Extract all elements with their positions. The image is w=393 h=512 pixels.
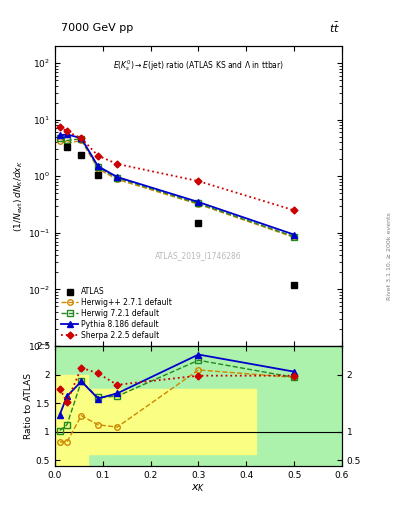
Herwig++ 2.7.1 default (57, 138, 62, 144)
Herwig 7.2.1 default (57, 135, 62, 141)
ATLAS (96, 172, 101, 178)
X-axis label: $x_K$: $x_K$ (191, 482, 206, 495)
Herwig++ 2.7.1 default (196, 201, 201, 207)
Sherpa 2.2.5 default (196, 178, 201, 184)
Line: Pythia 8.186 default: Pythia 8.186 default (57, 131, 297, 238)
Herwig 7.2.1 default (196, 200, 201, 206)
Sherpa 2.2.5 default (292, 207, 296, 214)
Text: 7000 GeV pp: 7000 GeV pp (61, 23, 133, 33)
Sherpa 2.2.5 default (79, 135, 84, 141)
ATLAS (79, 152, 84, 158)
Sherpa 2.2.5 default (57, 124, 62, 130)
Herwig 7.2.1 default (64, 137, 69, 143)
Pythia 8.186 default (57, 132, 62, 138)
Pythia 8.186 default (115, 174, 119, 180)
Bar (88, 389, 160, 455)
Text: $E(K^0_s) \rightarrow E(\mathrm{jet})$ ratio (ATLAS KS and $\Lambda$ in ttbar): $E(K^0_s) \rightarrow E(\mathrm{jet})$ r… (113, 58, 284, 73)
Herwig 7.2.1 default (96, 164, 101, 170)
Pythia 8.186 default (79, 135, 84, 141)
Herwig 7.2.1 default (79, 136, 84, 142)
Text: ATLAS_2019_I1746286: ATLAS_2019_I1746286 (155, 251, 242, 261)
Text: Rivet 3.1.10, ≥ 200k events: Rivet 3.1.10, ≥ 200k events (387, 212, 392, 300)
Text: $t\bar{t}$: $t\bar{t}$ (329, 21, 340, 35)
Pythia 8.186 default (96, 163, 101, 169)
Herwig++ 2.7.1 default (96, 166, 101, 172)
Pythia 8.186 default (64, 131, 69, 137)
Y-axis label: $(1/N_\mathrm{evt})\,dN_K/dx_K$: $(1/N_\mathrm{evt})\,dN_K/dx_K$ (13, 160, 25, 232)
Sherpa 2.2.5 default (96, 153, 101, 159)
Pythia 8.186 default (292, 231, 296, 238)
Legend: ATLAS, Herwig++ 2.7.1 default, Herwig 7.2.1 default, Pythia 8.186 default, Sherp: ATLAS, Herwig++ 2.7.1 default, Herwig 7.… (58, 284, 175, 343)
Herwig++ 2.7.1 default (292, 234, 296, 241)
Herwig++ 2.7.1 default (79, 137, 84, 143)
Line: Sherpa 2.2.5 default: Sherpa 2.2.5 default (57, 124, 297, 213)
Sherpa 2.2.5 default (64, 129, 69, 135)
Line: Herwig++ 2.7.1 default: Herwig++ 2.7.1 default (57, 138, 297, 240)
Sherpa 2.2.5 default (115, 161, 119, 167)
Herwig++ 2.7.1 default (64, 140, 69, 146)
Bar (55, 374, 88, 465)
ATLAS (292, 282, 296, 288)
Line: Herwig 7.2.1 default: Herwig 7.2.1 default (57, 135, 297, 239)
Herwig++ 2.7.1 default (115, 176, 119, 182)
Y-axis label: Ratio to ATLAS: Ratio to ATLAS (24, 373, 33, 439)
Pythia 8.186 default (196, 199, 201, 205)
ATLAS (64, 144, 69, 150)
Herwig 7.2.1 default (115, 175, 119, 181)
ATLAS (196, 220, 201, 226)
Herwig 7.2.1 default (292, 233, 296, 240)
Bar (160, 389, 256, 455)
Line: ATLAS: ATLAS (64, 144, 297, 288)
